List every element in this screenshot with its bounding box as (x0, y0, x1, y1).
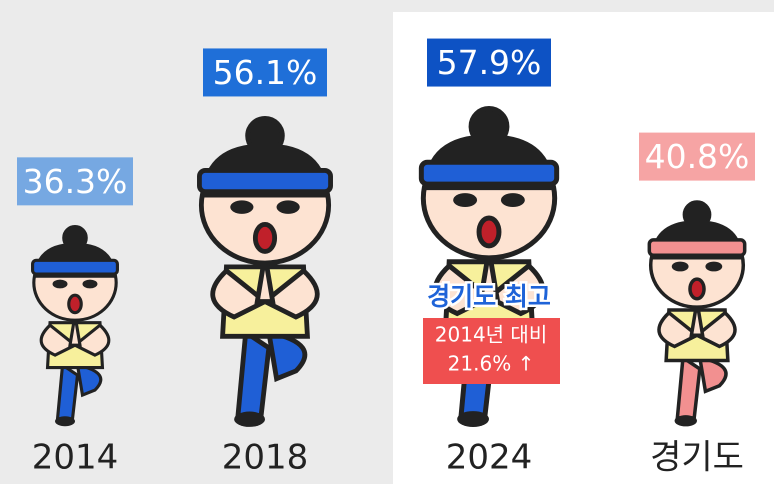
category-label: 2024 (446, 438, 533, 478)
hands (68, 314, 82, 347)
value-label-box (17, 157, 133, 206)
eye (453, 193, 478, 208)
eye (671, 261, 689, 272)
mouth (252, 222, 278, 254)
annotation-change: 21.6% ↑ (448, 352, 535, 376)
headband (418, 159, 560, 187)
headband (31, 258, 119, 276)
eye (500, 193, 525, 208)
hands (689, 301, 705, 337)
eye (705, 261, 723, 272)
arm (432, 262, 494, 317)
leg (75, 363, 103, 398)
foot (55, 416, 75, 427)
value-label: 56.1% (213, 53, 318, 92)
value-label-box (639, 132, 755, 181)
hands (478, 249, 500, 301)
annotation-change-label: 2014년 대비 (435, 323, 547, 347)
category-label: 경기도 (650, 438, 744, 478)
annotation-box (423, 318, 560, 384)
category-label: 2014 (32, 438, 119, 478)
headband (197, 168, 333, 195)
leg (265, 329, 308, 383)
mouth (688, 277, 706, 301)
eye (276, 200, 300, 214)
category-label: 2018 (222, 438, 309, 478)
figure (31, 225, 119, 427)
arm (657, 310, 701, 349)
headband (647, 238, 747, 258)
value-label: 36.3% (23, 162, 128, 201)
hands (254, 254, 276, 304)
value-label: 57.9% (437, 43, 542, 82)
value-label: 40.8% (645, 137, 750, 176)
foot (457, 411, 489, 427)
value-label-box (427, 38, 551, 87)
leg (675, 354, 702, 420)
arm (39, 323, 78, 357)
mouth (476, 215, 502, 249)
figure (647, 200, 747, 427)
mouth (67, 293, 83, 315)
arm (260, 267, 320, 320)
arm (484, 262, 546, 317)
foot (674, 415, 697, 427)
eye (52, 279, 68, 289)
arm (693, 310, 737, 349)
foot (234, 411, 265, 427)
arm (72, 323, 111, 357)
value-label-box (203, 48, 327, 97)
eye (82, 279, 98, 289)
annotation-highlight: 경기도 최고 (427, 282, 551, 311)
figure (197, 115, 333, 427)
arm (210, 267, 270, 320)
leg (235, 328, 272, 418)
leg (55, 362, 80, 421)
eye (230, 200, 254, 214)
